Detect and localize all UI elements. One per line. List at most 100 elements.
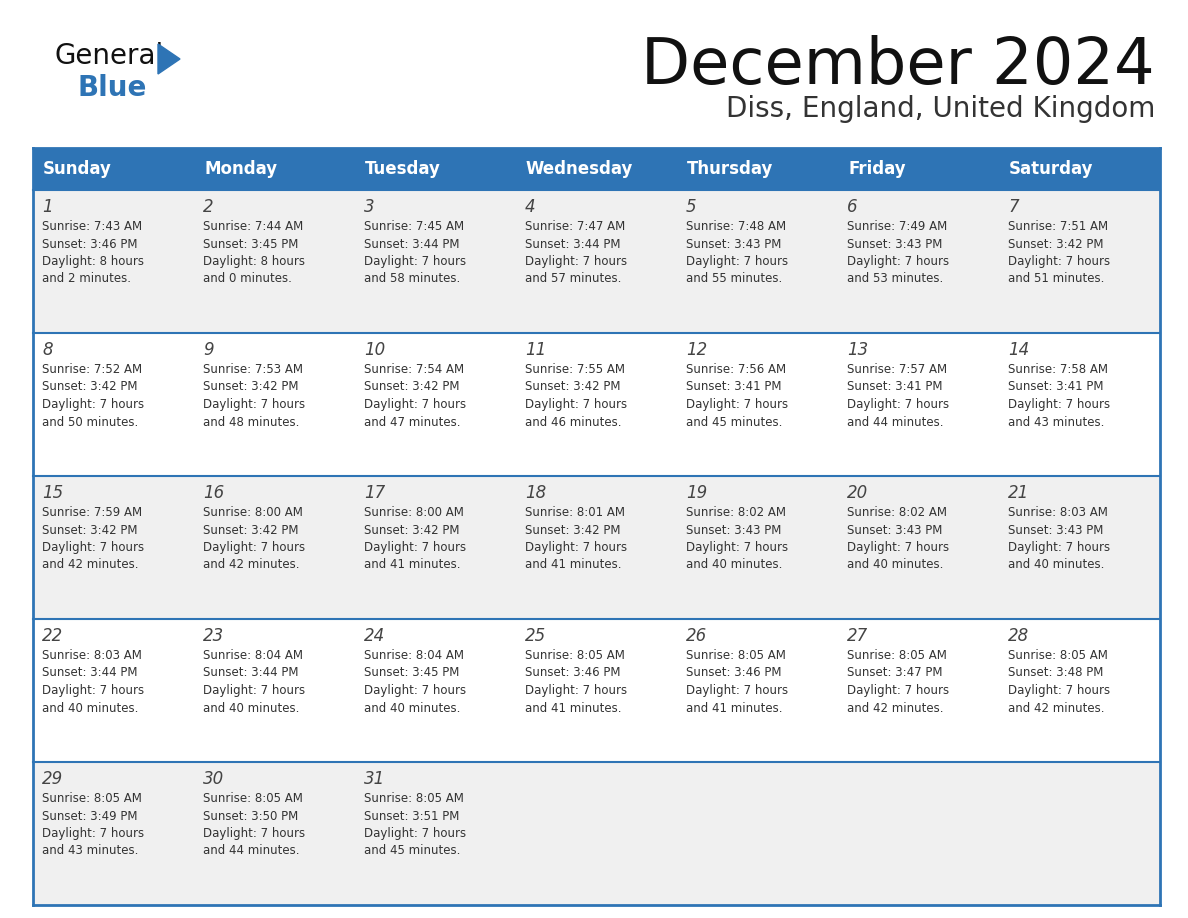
Bar: [838, 148, 999, 190]
Bar: [33, 476, 1159, 619]
Text: Sunset: 3:43 PM: Sunset: 3:43 PM: [1007, 523, 1104, 536]
Text: Monday: Monday: [204, 160, 277, 178]
Text: 8: 8: [42, 341, 52, 359]
Text: Sunset: 3:44 PM: Sunset: 3:44 PM: [364, 238, 460, 251]
Text: Sunset: 3:42 PM: Sunset: 3:42 PM: [203, 380, 298, 394]
Text: Sunset: 3:43 PM: Sunset: 3:43 PM: [685, 238, 782, 251]
Text: 26: 26: [685, 627, 707, 645]
Text: Sunrise: 8:05 AM: Sunrise: 8:05 AM: [1007, 649, 1108, 662]
Text: and 40 minutes.: and 40 minutes.: [42, 701, 138, 714]
Text: and 55 minutes.: and 55 minutes.: [685, 273, 782, 285]
Text: Sunset: 3:41 PM: Sunset: 3:41 PM: [685, 380, 782, 394]
Text: Sunset: 3:43 PM: Sunset: 3:43 PM: [685, 523, 782, 536]
Text: 19: 19: [685, 484, 707, 502]
Text: Thursday: Thursday: [687, 160, 773, 178]
Text: 7: 7: [1007, 198, 1018, 216]
Text: Daylight: 7 hours: Daylight: 7 hours: [364, 541, 466, 554]
Text: Sunrise: 7:53 AM: Sunrise: 7:53 AM: [203, 363, 303, 376]
Text: Diss, England, United Kingdom: Diss, England, United Kingdom: [726, 95, 1155, 123]
Text: and 42 minutes.: and 42 minutes.: [203, 558, 299, 572]
Text: 6: 6: [847, 198, 858, 216]
Text: 17: 17: [364, 484, 385, 502]
Bar: [999, 148, 1159, 190]
Text: Daylight: 7 hours: Daylight: 7 hours: [525, 398, 627, 411]
Text: Daylight: 7 hours: Daylight: 7 hours: [685, 684, 788, 697]
Text: Daylight: 7 hours: Daylight: 7 hours: [525, 255, 627, 268]
Text: and 41 minutes.: and 41 minutes.: [364, 558, 461, 572]
Bar: [355, 148, 516, 190]
Text: and 53 minutes.: and 53 minutes.: [847, 273, 943, 285]
Text: Sunset: 3:42 PM: Sunset: 3:42 PM: [1007, 238, 1104, 251]
Text: Sunset: 3:46 PM: Sunset: 3:46 PM: [685, 666, 782, 679]
Text: and 0 minutes.: and 0 minutes.: [203, 273, 292, 285]
Text: Daylight: 7 hours: Daylight: 7 hours: [364, 684, 466, 697]
Bar: [33, 619, 1159, 762]
Text: Sunrise: 8:05 AM: Sunrise: 8:05 AM: [847, 649, 947, 662]
Text: 24: 24: [364, 627, 385, 645]
Text: Sunrise: 8:05 AM: Sunrise: 8:05 AM: [364, 792, 463, 805]
Text: December 2024: December 2024: [642, 35, 1155, 97]
Text: and 40 minutes.: and 40 minutes.: [203, 701, 299, 714]
Text: Sunset: 3:42 PM: Sunset: 3:42 PM: [364, 380, 460, 394]
Text: Sunset: 3:47 PM: Sunset: 3:47 PM: [847, 666, 942, 679]
Text: Daylight: 7 hours: Daylight: 7 hours: [1007, 255, 1110, 268]
Text: Sunrise: 7:57 AM: Sunrise: 7:57 AM: [847, 363, 947, 376]
Text: and 47 minutes.: and 47 minutes.: [364, 416, 461, 429]
Text: Sunrise: 7:43 AM: Sunrise: 7:43 AM: [42, 220, 143, 233]
Text: Sunset: 3:44 PM: Sunset: 3:44 PM: [42, 666, 138, 679]
Text: 25: 25: [525, 627, 546, 645]
Text: Sunrise: 7:54 AM: Sunrise: 7:54 AM: [364, 363, 465, 376]
Text: 29: 29: [42, 770, 63, 788]
Text: Sunset: 3:42 PM: Sunset: 3:42 PM: [525, 523, 620, 536]
Text: 15: 15: [42, 484, 63, 502]
Text: Daylight: 8 hours: Daylight: 8 hours: [42, 255, 144, 268]
Text: 16: 16: [203, 484, 225, 502]
Text: 4: 4: [525, 198, 536, 216]
Text: Saturday: Saturday: [1009, 160, 1093, 178]
Text: Sunset: 3:43 PM: Sunset: 3:43 PM: [847, 238, 942, 251]
Text: Sunrise: 8:05 AM: Sunrise: 8:05 AM: [42, 792, 141, 805]
Text: and 41 minutes.: and 41 minutes.: [525, 701, 621, 714]
Text: Sunset: 3:42 PM: Sunset: 3:42 PM: [364, 523, 460, 536]
Text: Daylight: 8 hours: Daylight: 8 hours: [203, 255, 305, 268]
Text: Daylight: 7 hours: Daylight: 7 hours: [364, 827, 466, 840]
Text: Daylight: 7 hours: Daylight: 7 hours: [685, 398, 788, 411]
Text: and 44 minutes.: and 44 minutes.: [203, 845, 299, 857]
Text: Sunrise: 7:58 AM: Sunrise: 7:58 AM: [1007, 363, 1108, 376]
Text: Daylight: 7 hours: Daylight: 7 hours: [847, 541, 949, 554]
Text: Daylight: 7 hours: Daylight: 7 hours: [203, 541, 305, 554]
Text: Friday: Friday: [848, 160, 905, 178]
Text: Sunset: 3:46 PM: Sunset: 3:46 PM: [525, 666, 620, 679]
Text: and 57 minutes.: and 57 minutes.: [525, 273, 621, 285]
Bar: [33, 190, 1159, 333]
Text: Sunset: 3:49 PM: Sunset: 3:49 PM: [42, 810, 138, 823]
Text: Daylight: 7 hours: Daylight: 7 hours: [685, 541, 788, 554]
Text: Sunrise: 8:05 AM: Sunrise: 8:05 AM: [525, 649, 625, 662]
Text: 9: 9: [203, 341, 214, 359]
Text: 11: 11: [525, 341, 546, 359]
Text: and 43 minutes.: and 43 minutes.: [42, 845, 138, 857]
Text: Sunrise: 8:02 AM: Sunrise: 8:02 AM: [685, 506, 786, 519]
Text: 3: 3: [364, 198, 374, 216]
Bar: [33, 333, 1159, 476]
Text: and 51 minutes.: and 51 minutes.: [1007, 273, 1105, 285]
Text: and 40 minutes.: and 40 minutes.: [847, 558, 943, 572]
Text: Daylight: 7 hours: Daylight: 7 hours: [42, 541, 144, 554]
Text: Sunrise: 7:45 AM: Sunrise: 7:45 AM: [364, 220, 465, 233]
Text: Sunset: 3:48 PM: Sunset: 3:48 PM: [1007, 666, 1104, 679]
Text: Daylight: 7 hours: Daylight: 7 hours: [847, 255, 949, 268]
Text: and 41 minutes.: and 41 minutes.: [525, 558, 621, 572]
Text: and 46 minutes.: and 46 minutes.: [525, 416, 621, 429]
Text: 10: 10: [364, 341, 385, 359]
Text: Daylight: 7 hours: Daylight: 7 hours: [203, 684, 305, 697]
Text: and 2 minutes.: and 2 minutes.: [42, 273, 131, 285]
Text: Sunset: 3:50 PM: Sunset: 3:50 PM: [203, 810, 298, 823]
Text: Daylight: 7 hours: Daylight: 7 hours: [364, 255, 466, 268]
Text: and 41 minutes.: and 41 minutes.: [685, 701, 783, 714]
Text: 13: 13: [847, 341, 868, 359]
Text: Sunrise: 8:04 AM: Sunrise: 8:04 AM: [203, 649, 303, 662]
Text: Sunrise: 8:00 AM: Sunrise: 8:00 AM: [203, 506, 303, 519]
Text: 12: 12: [685, 341, 707, 359]
Text: Sunset: 3:46 PM: Sunset: 3:46 PM: [42, 238, 138, 251]
Text: Sunset: 3:42 PM: Sunset: 3:42 PM: [525, 380, 620, 394]
